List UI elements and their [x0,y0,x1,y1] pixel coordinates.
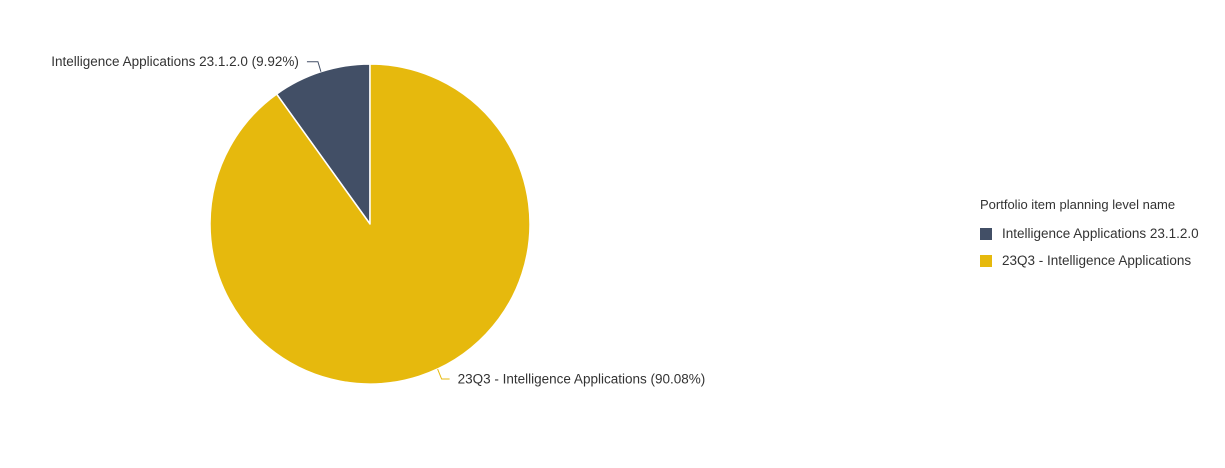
legend-swatch [980,227,992,240]
legend-swatch [980,254,992,267]
legend: Portfolio item planning level name Intel… [980,197,1220,274]
leader-line [437,368,450,380]
label-leader-lines [306,61,450,380]
pie-slice-23q3-intelligence-applications[interactable] [209,63,531,385]
slice-label-23q3-intelligence-applications: 23Q3 - Intelligence Applications (90.08%… [458,372,706,387]
slice-labels: Intelligence Applications 23.1.2.0 (9.92… [51,54,705,386]
legend-title: Portfolio item planning level name [980,197,1176,212]
legend-label: 23Q3 - Intelligence Applications [1002,253,1192,268]
legend-item-intelligence-applications-23-1-2-0[interactable]: Intelligence Applications 23.1.2.0 [980,220,1220,247]
legend-item-23q3-intelligence-applications[interactable]: 23Q3 - Intelligence Applications [980,247,1220,274]
pie-slices [209,63,531,385]
slice-label-intelligence-applications-23-1-2-0: Intelligence Applications 23.1.2.0 (9.92… [51,54,299,69]
legend-label: Intelligence Applications 23.1.2.0 [1002,226,1199,241]
leader-line [306,61,322,72]
